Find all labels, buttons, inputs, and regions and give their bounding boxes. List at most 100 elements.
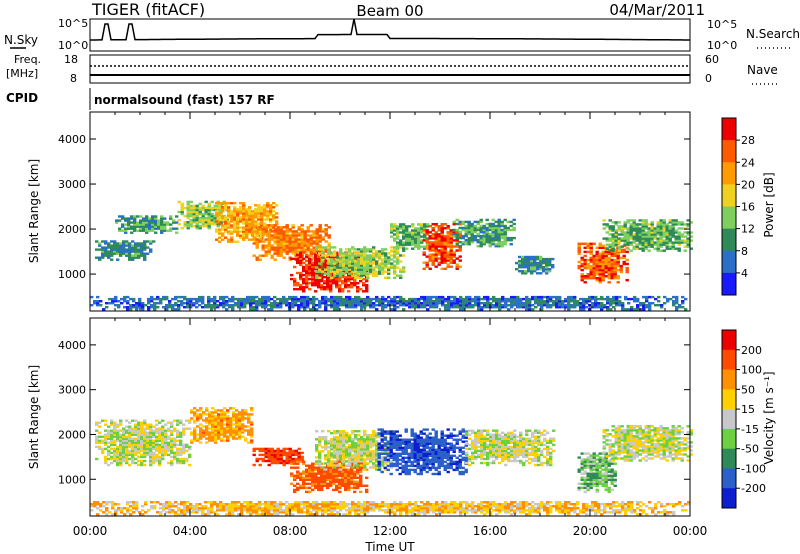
heatmap-cell [344, 286, 348, 289]
heatmap-cell [537, 302, 541, 305]
heatmap-cell [125, 461, 129, 465]
heatmap-cell [335, 476, 339, 479]
heatmap-cell [230, 218, 234, 221]
heatmap-cell [354, 254, 358, 257]
heatmap-cell [144, 304, 148, 307]
heatmap-cell [500, 228, 504, 232]
heatmap-cell [208, 413, 212, 416]
heatmap-cell [638, 239, 642, 242]
heatmap-cell [548, 264, 552, 267]
heatmap-cell [450, 304, 454, 307]
heatmap-cell [372, 254, 376, 257]
heatmap-cell [282, 248, 286, 251]
heatmap-cell [267, 457, 271, 461]
heatmap-cell [150, 297, 154, 301]
heatmap-cell [261, 254, 265, 257]
heatmap-cell [345, 252, 349, 255]
heatmap-cell [369, 262, 373, 265]
heatmap-cell [402, 231, 406, 234]
heatmap-cell [257, 208, 261, 211]
heatmap-cell [140, 252, 144, 255]
heatmap-cell [357, 258, 361, 261]
heatmap-cell [164, 443, 168, 447]
heatmap-cell [276, 242, 280, 245]
heatmap-cell [296, 474, 300, 477]
heatmap-cell [104, 433, 108, 436]
heatmap-cell [154, 227, 158, 230]
heatmap-cell [119, 250, 123, 253]
heatmap-cell [440, 261, 444, 264]
heatmap-cell [341, 478, 345, 481]
heatmap-cell [366, 250, 370, 253]
heatmap-cell [423, 245, 427, 248]
heatmap-cell [276, 304, 280, 307]
heatmap-cell [242, 230, 246, 233]
heatmap-cell [411, 306, 415, 309]
heatmap-cell [270, 459, 274, 463]
heatmap-cell [244, 439, 248, 442]
heatmap-cell [689, 239, 693, 242]
heatmap-cell [229, 431, 233, 434]
heatmap-cell [165, 308, 169, 311]
heatmap-cell [236, 212, 240, 215]
heatmap-cell [443, 245, 447, 248]
heatmap-cell [219, 214, 223, 218]
heatmap-cell [666, 297, 670, 301]
heatmap-cell [150, 306, 154, 309]
heatmap-cell [137, 455, 141, 459]
heatmap-cell [516, 300, 520, 303]
heatmap-cell [324, 462, 328, 465]
heatmap-cell [164, 435, 168, 438]
heatmap-cell [208, 411, 212, 414]
heatmap-cell [302, 486, 306, 490]
heatmap-cell [492, 306, 496, 309]
heatmap-cell [360, 297, 364, 301]
heatmap-cell [613, 250, 617, 254]
heatmap-cell [195, 306, 199, 309]
heatmap-cell [522, 304, 526, 307]
heatmap-cell [300, 224, 304, 227]
heatmap-cell [558, 297, 562, 301]
heatmap-cell [453, 297, 457, 301]
heatmap-cell [347, 474, 351, 477]
heatmap-cell [601, 270, 605, 274]
heatmap-cell [580, 258, 584, 262]
heatmap-cell [198, 225, 202, 228]
heatmap-cell [595, 277, 599, 280]
heatmap-cell [261, 240, 265, 243]
heatmap-cell [149, 240, 153, 243]
heatmap-cell [610, 273, 614, 276]
heatmap-cell [586, 242, 590, 245]
heatmap-cell [152, 453, 156, 457]
heatmap-cell [163, 225, 167, 228]
heatmap-cell [302, 462, 306, 465]
heatmap-cell [215, 228, 219, 231]
heatmap-cell [411, 300, 415, 303]
heatmap-cell [425, 233, 429, 236]
heatmap-cell [390, 229, 394, 232]
heatmap-cell [390, 302, 394, 305]
heatmap-cell [238, 427, 242, 430]
heatmap-cell [425, 231, 429, 234]
heatmap-cell [126, 308, 130, 311]
heatmap-cell [303, 246, 307, 249]
heatmap-cell [615, 304, 619, 307]
heatmap-cell [134, 256, 138, 259]
heatmap-cell [299, 275, 303, 279]
heatmap-cell [104, 242, 108, 245]
heatmap-cell [320, 484, 324, 487]
heatmap-cell [312, 295, 316, 299]
heatmap-cell [110, 250, 114, 253]
heatmap-cell [402, 233, 406, 236]
heatmap-cell [318, 234, 322, 237]
heatmap-cell [258, 240, 262, 243]
heatmap-cell [276, 457, 280, 461]
heatmap-cell [270, 254, 274, 257]
heatmap-cell [204, 221, 208, 224]
heatmap-cell [495, 297, 499, 301]
heatmap-cell [98, 421, 102, 424]
heatmap-cell [267, 248, 271, 251]
heatmap-cell [314, 290, 318, 293]
heatmap-cell [366, 274, 370, 277]
heatmap-cell [542, 261, 546, 265]
